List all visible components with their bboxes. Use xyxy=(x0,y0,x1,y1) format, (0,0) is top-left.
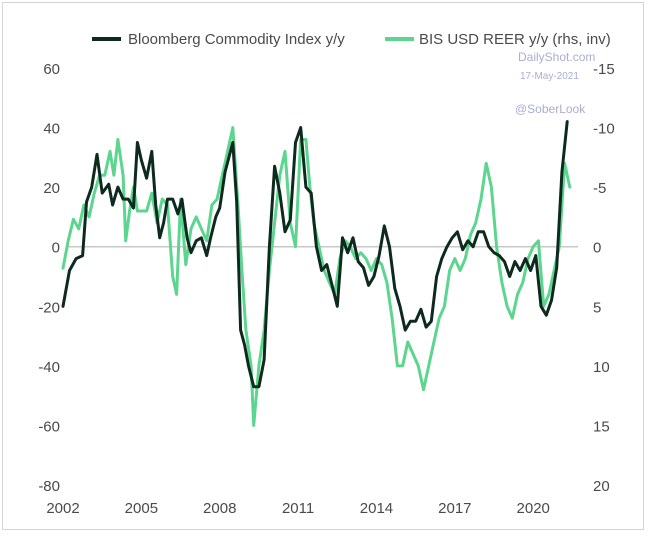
y-left-tick-label: 60 xyxy=(43,61,60,78)
x-tick-label: 2008 xyxy=(203,500,236,517)
x-axis: 2002 2005 2008 2011 2014 2017 2020 xyxy=(46,500,550,517)
x-tick-label: 2002 xyxy=(46,500,79,517)
y-left-tick-label: -20 xyxy=(38,299,60,316)
y-left-tick-label: -80 xyxy=(38,478,60,495)
y-left-tick-label: -40 xyxy=(38,359,60,376)
series-layer xyxy=(61,120,572,427)
y-axis-right: -15 -10 -5 0 5 10 15 20 xyxy=(593,61,615,495)
y-right-tick-label: 5 xyxy=(593,299,601,316)
y-left-tick-label: 20 xyxy=(43,180,60,197)
y-right-tick-label: -5 xyxy=(593,180,606,197)
watermark-handle: @SoberLook xyxy=(515,102,586,116)
y-right-tick-label: 0 xyxy=(593,240,601,257)
x-tick-label: 2005 xyxy=(125,500,158,517)
x-tick-label: 2011 xyxy=(282,500,314,517)
y-left-tick-label: 40 xyxy=(43,121,60,138)
y-left-tick-label: 0 xyxy=(52,240,60,257)
watermark-date: 17-May-2021 xyxy=(520,71,579,82)
series-line-commodity xyxy=(61,120,569,389)
x-tick-label: 2020 xyxy=(517,500,550,517)
y-axis-left: 60 40 20 0 -20 -40 -60 -80 xyxy=(38,61,60,495)
y-right-tick-label: -10 xyxy=(593,121,615,138)
legend-label-usd-reer: BIS USD REER y/y (rhs, inv) xyxy=(419,31,611,48)
watermark-site: DailyShot.com xyxy=(518,50,595,64)
series-line-usd-reer xyxy=(61,126,572,427)
chart-legend: Bloomberg Commodity Index y/y BIS USD RE… xyxy=(92,31,611,48)
y-right-tick-label: 20 xyxy=(593,478,610,495)
y-right-tick-label: -15 xyxy=(593,61,615,78)
legend-label-commodity: Bloomberg Commodity Index y/y xyxy=(128,31,345,48)
watermark: DailyShot.com 17-May-2021 @SoberLook xyxy=(515,50,595,116)
y-right-tick-label: 15 xyxy=(593,418,610,435)
y-left-tick-label: -60 xyxy=(38,418,60,435)
x-tick-label: 2014 xyxy=(360,500,393,517)
x-tick-label: 2017 xyxy=(438,500,471,517)
y-right-tick-label: 10 xyxy=(593,359,610,376)
